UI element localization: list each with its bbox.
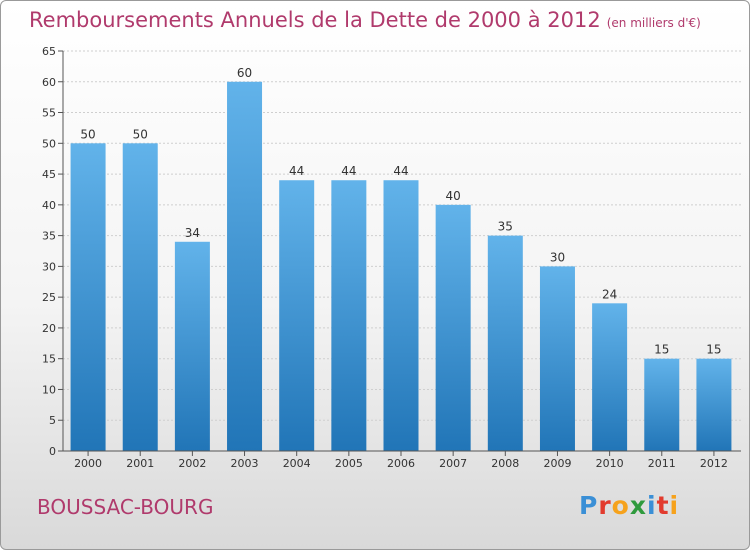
- bar-2009: [539, 266, 575, 451]
- x-tick-label-2010: 2010: [596, 457, 624, 470]
- bar-2002: [174, 241, 210, 451]
- x-tick-label-2001: 2001: [126, 457, 154, 470]
- bar-2012: [696, 358, 732, 451]
- bar-2005: [331, 180, 367, 451]
- logo-letter: x: [629, 491, 647, 520]
- bar-2006: [383, 180, 419, 451]
- bar-2003: [227, 81, 263, 452]
- data-label-2005: 44: [341, 164, 356, 178]
- y-tick-label: 0: [49, 445, 56, 458]
- x-tick-label-2008: 2008: [491, 457, 519, 470]
- bar-2001: [122, 143, 158, 452]
- data-label-2009: 30: [550, 250, 565, 264]
- bar-2011: [644, 358, 680, 451]
- bar-2008: [487, 235, 523, 451]
- chart-title: Remboursements Annuels de la Dette de 20…: [29, 8, 701, 32]
- data-label-2002: 34: [185, 226, 200, 240]
- bars: 50 50 34 60 44 44 44 40 35 30 24 15 15: [70, 66, 732, 452]
- bar-2010: [592, 303, 628, 451]
- y-tick-label: 10: [42, 383, 56, 396]
- data-label-2003: 60: [237, 66, 252, 80]
- x-tick-label-2011: 2011: [648, 457, 676, 470]
- y-tick-label: 20: [42, 322, 56, 335]
- data-label-2004: 44: [289, 164, 304, 178]
- y-tick-label: 25: [42, 291, 56, 304]
- y-tick-label: 35: [42, 230, 56, 243]
- x-tick-label-2012: 2012: [700, 457, 728, 470]
- y-tick-label: 5: [49, 414, 56, 427]
- data-label-2006: 44: [393, 164, 408, 178]
- data-label-2000: 50: [80, 127, 95, 141]
- x-tick-label-2005: 2005: [335, 457, 363, 470]
- x-tick-label-2002: 2002: [178, 457, 206, 470]
- bar-2007: [435, 204, 471, 451]
- logo-letter: i: [647, 491, 657, 520]
- x-tick-label-2007: 2007: [439, 457, 467, 470]
- y-tick-label: 60: [42, 76, 56, 89]
- x-tick-label-2009: 2009: [543, 457, 571, 470]
- logo-letter: P: [579, 491, 599, 520]
- y-tick-label: 50: [42, 137, 56, 150]
- axes: 0 5 10 15 20 25 30 35 40 45 50 55 60 65 2000 2001 2002 20…: [42, 45, 741, 470]
- chart-subtitle: (en milliers d'€): [606, 16, 701, 30]
- data-label-2011: 15: [654, 343, 669, 357]
- y-tick-label: 55: [42, 107, 56, 120]
- bar-2000: [70, 143, 106, 452]
- y-tick-label: 30: [42, 260, 56, 273]
- commune-label: BOUSSAC-BOURG: [37, 495, 214, 519]
- chart-title-text: Remboursements Annuels de la Dette de 20…: [29, 8, 601, 32]
- data-label-2012: 15: [706, 343, 721, 357]
- data-label-2008: 35: [498, 220, 513, 234]
- logo-letter: i: [669, 491, 680, 520]
- logo-letter: t: [656, 491, 670, 520]
- y-tick-label: 40: [42, 199, 56, 212]
- x-tick-label-2006: 2006: [387, 457, 415, 470]
- data-label-2001: 50: [133, 127, 148, 141]
- data-label-2007: 40: [446, 189, 461, 203]
- logo-letter: o: [611, 491, 630, 520]
- x-tick-label-2003: 2003: [231, 457, 259, 470]
- y-tick-label: 15: [42, 353, 56, 366]
- y-tick-label: 65: [42, 45, 56, 58]
- bar-2004: [279, 180, 315, 451]
- proxiti-logo: Proxiti: [579, 491, 679, 520]
- y-tick-label: 45: [42, 168, 56, 181]
- x-tick-label-2004: 2004: [283, 457, 311, 470]
- x-tick-label-2000: 2000: [74, 457, 102, 470]
- data-label-2010: 24: [602, 287, 617, 301]
- logo-letter: r: [598, 491, 612, 520]
